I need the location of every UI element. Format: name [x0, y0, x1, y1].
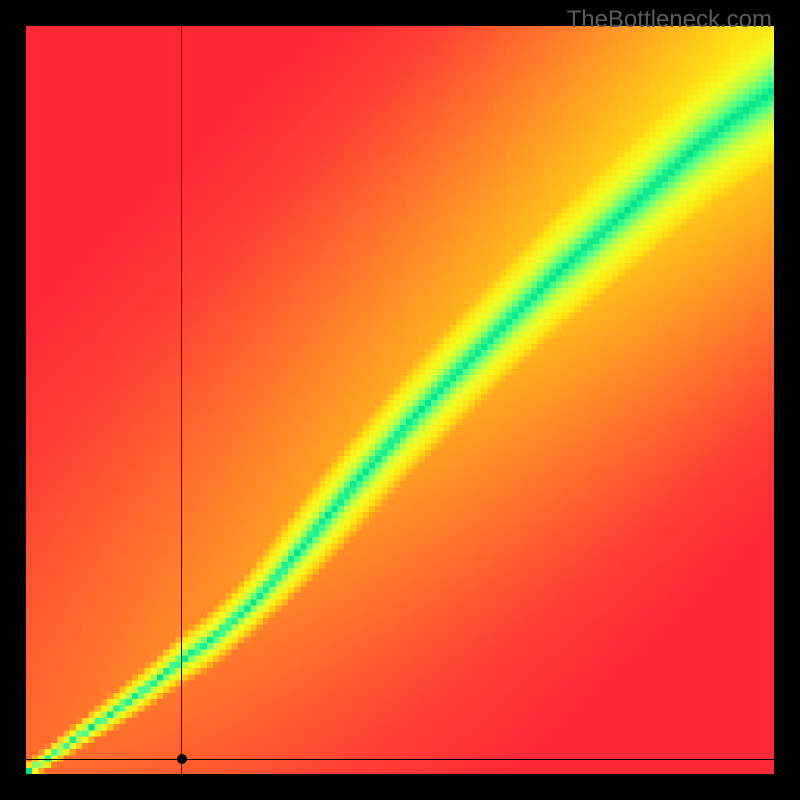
marker-point — [177, 754, 187, 764]
chart-container: TheBottleneck.com — [0, 0, 800, 800]
crosshair-horizontal — [26, 759, 774, 760]
crosshair-vertical — [181, 26, 182, 774]
bottleneck-heatmap — [26, 26, 774, 774]
watermark-text: TheBottleneck.com — [567, 6, 772, 34]
